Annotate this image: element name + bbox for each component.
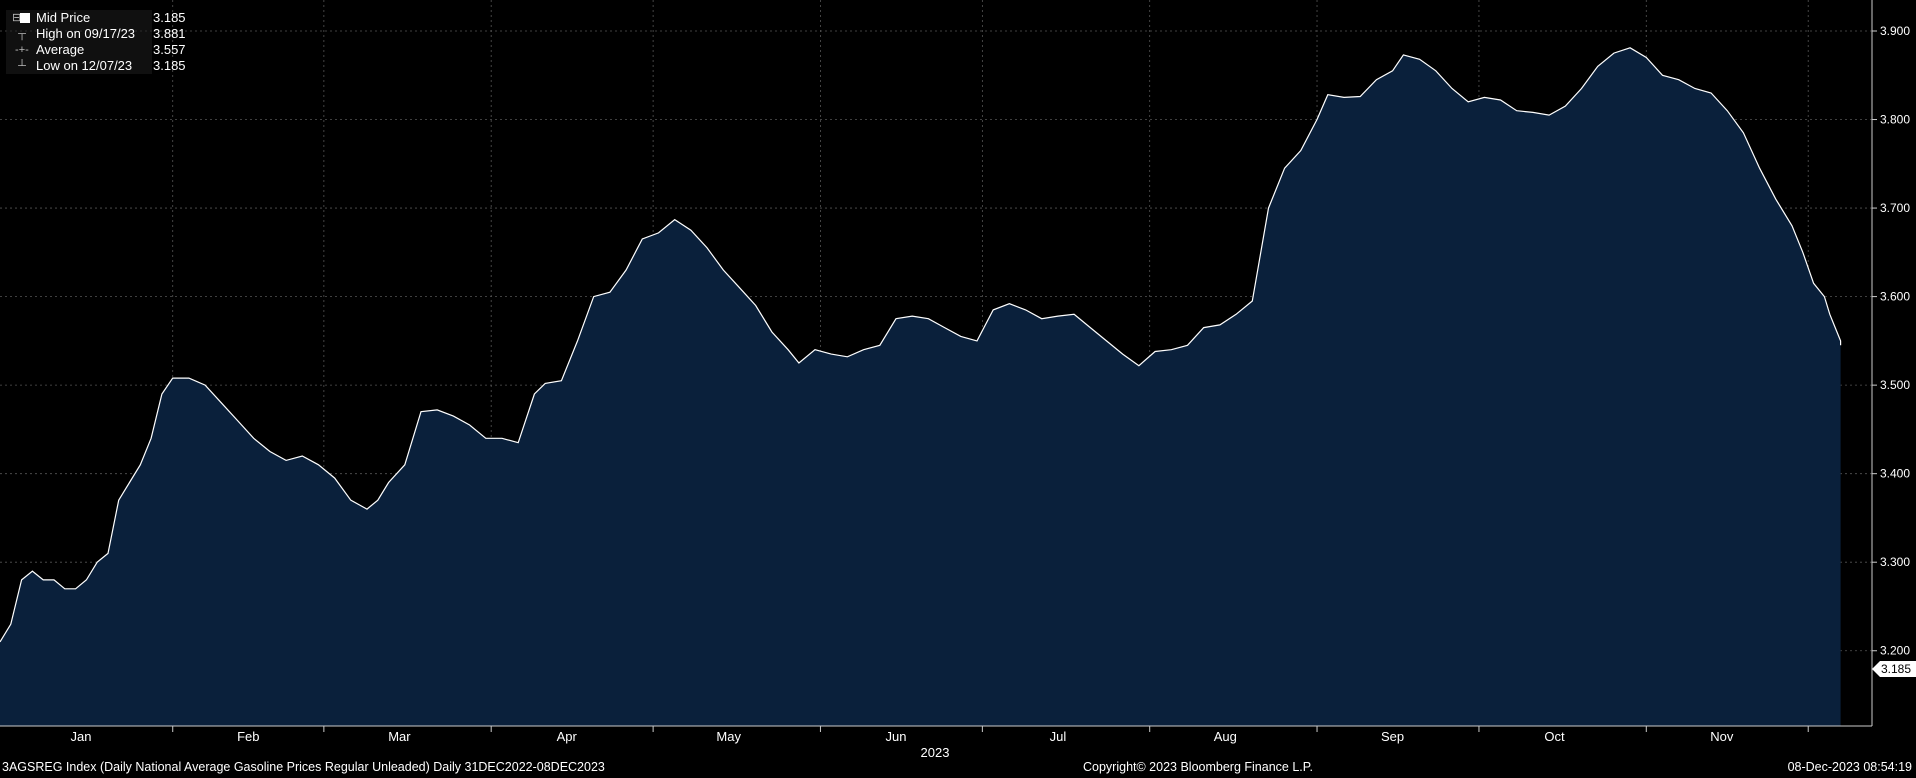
price-area xyxy=(0,47,1841,727)
high-marker-icon: ┬ xyxy=(12,28,26,40)
low-marker-icon: ┴ xyxy=(12,60,26,72)
y-tick-label-6: 3.800 xyxy=(1880,113,1910,127)
legend-high-label: High on 09/17/23 xyxy=(36,26,136,41)
legend-series-row: ⊟ Mid Price 3.185 xyxy=(6,10,186,26)
x-tick-label-nov: Nov xyxy=(1710,729,1734,744)
x-tick-label-feb: Feb xyxy=(237,729,259,744)
footer-timestamp: 08-Dec-2023 08:54:19 xyxy=(1787,760,1912,774)
x-axis-year-label: 2023 xyxy=(921,745,950,760)
x-tick-label-jul: Jul xyxy=(1050,729,1067,744)
price-line xyxy=(0,47,1842,643)
x-tick-label-jun: Jun xyxy=(886,729,907,744)
last-value-text: 3.185 xyxy=(1881,662,1911,676)
x-tick-label-aug: Aug xyxy=(1214,729,1237,744)
legend-series-swatch xyxy=(20,13,30,23)
x-axis-ticks: Jan Feb Mar Apr May Jun Jul Aug Sep Oct Nov xyxy=(70,726,1809,744)
legend-low-row: ┴ Low on 12/07/23 3.185 xyxy=(6,58,185,74)
footer-copyright: Copyright© 2023 Bloomberg Finance L.P. xyxy=(1083,760,1313,774)
y-tick-label-3: 3.500 xyxy=(1880,378,1910,392)
footer-description: 3AGSREG Index (Daily National Average Ga… xyxy=(2,760,605,774)
legend-average-label: Average xyxy=(36,42,85,57)
x-tick-label-sep: Sep xyxy=(1381,729,1404,744)
legend-low-value: 3.185 xyxy=(153,58,186,73)
y-axis-ticks: 3.200 3.300 3.400 3.500 3.600 3.700 3.800 3.900 xyxy=(1872,24,1910,658)
x-tick-label-mar: Mar xyxy=(388,729,411,744)
y-tick-label-4: 3.600 xyxy=(1880,290,1910,304)
legend-average-value: 3.557 xyxy=(153,42,186,57)
y-tick-label-5: 3.700 xyxy=(1880,201,1910,215)
y-tick-label-1: 3.300 xyxy=(1880,555,1910,569)
x-tick-label-apr: Apr xyxy=(557,729,578,744)
x-tick-label-jan: Jan xyxy=(70,729,91,744)
legend-collapse-icon[interactable]: ⊟ xyxy=(12,12,22,24)
legend-series-value: 3.185 xyxy=(153,10,186,25)
legend-low-label: Low on 12/07/23 xyxy=(36,58,133,73)
x-tick-label-may: May xyxy=(716,729,741,744)
legend-average-row: -+- Average 3.557 xyxy=(6,42,186,58)
last-value-tag: 3.185 xyxy=(1872,661,1916,677)
legend-series-label: Mid Price xyxy=(36,10,91,25)
y-tick-label-7: 3.900 xyxy=(1880,24,1910,38)
x-tick-label-oct: Oct xyxy=(1544,729,1565,744)
legend: ⊟ Mid Price 3.185 ┬ High on 09/17/23 3.8… xyxy=(6,10,186,74)
y-tick-label-0: 3.200 xyxy=(1880,644,1910,658)
y-tick-label-2: 3.400 xyxy=(1880,467,1910,481)
legend-high-value: 3.881 xyxy=(153,26,186,41)
legend-high-row: ┬ High on 09/17/23 3.881 xyxy=(6,26,185,42)
average-marker-icon: -+- xyxy=(12,44,29,56)
